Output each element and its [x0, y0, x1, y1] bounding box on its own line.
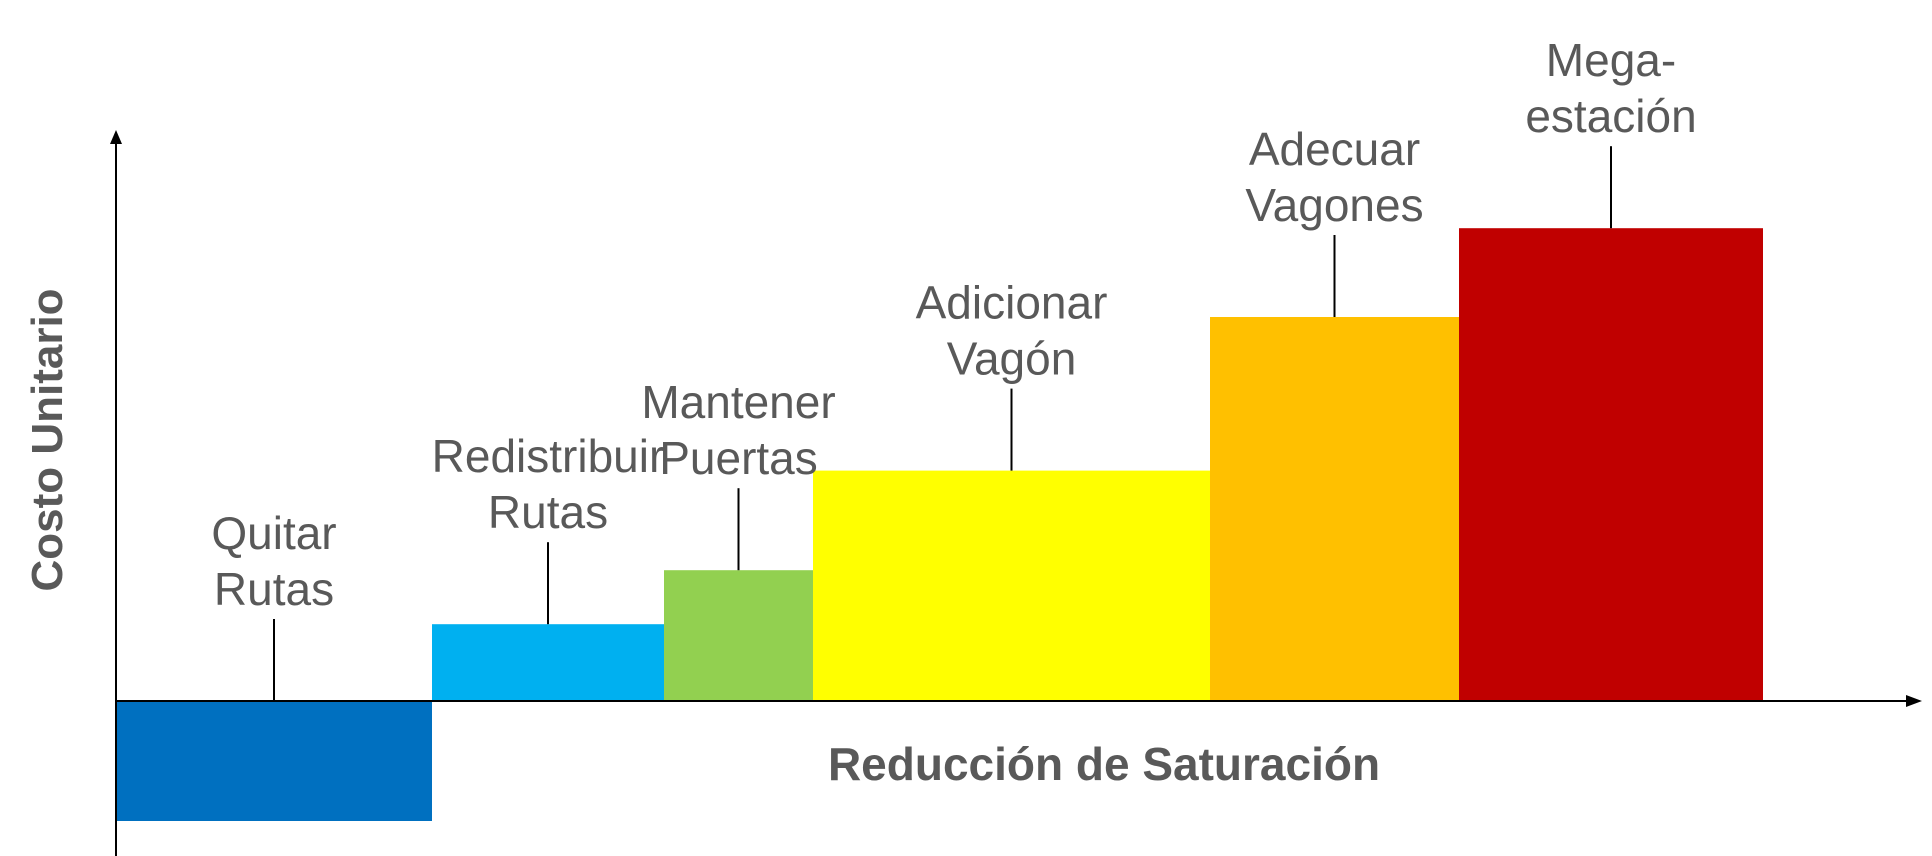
bar-label-0-line-1: Rutas — [214, 563, 334, 615]
bar-label-5-line-1: estación — [1525, 90, 1696, 142]
bar-label-3-line-1: Vagón — [947, 333, 1077, 385]
bar-label-1-line-0: Redistribuir — [432, 430, 665, 482]
bar-2 — [664, 570, 813, 701]
bar-3 — [813, 470, 1210, 701]
bar-label-2-line-1: Puertas — [659, 432, 818, 484]
x-axis-arrow-icon — [1906, 695, 1922, 707]
bar-0 — [116, 701, 432, 821]
bar-label-4-line-1: Vagones — [1245, 179, 1423, 231]
bar-label-2-line-0: Mantener — [641, 376, 835, 428]
y-axis-title: Costo Unitario — [23, 288, 72, 591]
bar-label-1-line-1: Rutas — [488, 486, 608, 538]
bar-4 — [1210, 317, 1459, 701]
x-axis-title: Reducción de Saturación — [828, 738, 1380, 790]
bars-group — [116, 228, 1763, 821]
bar-1 — [432, 624, 664, 701]
leader-lines-group — [273, 146, 1612, 701]
bar-5 — [1459, 228, 1763, 701]
bar-label-5-line-0: Mega- — [1546, 34, 1676, 86]
y-axis-arrow-icon — [110, 130, 122, 144]
bar-labels-group: QuitarRutasRedistribuirRutasMantenerPuer… — [211, 34, 1696, 615]
bar-label-0-line-0: Quitar — [211, 507, 336, 559]
bar-label-4-line-0: Adecuar — [1249, 123, 1420, 175]
bar-label-3-line-0: Adicionar — [916, 277, 1108, 329]
